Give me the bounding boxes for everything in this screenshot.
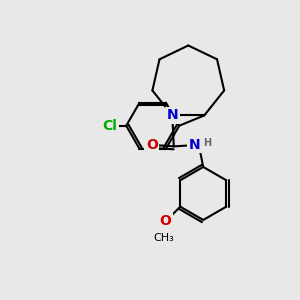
Text: N: N [189,138,200,152]
Text: O: O [146,138,158,152]
Text: Cl: Cl [103,119,118,133]
Text: CH₃: CH₃ [154,232,175,243]
Text: H: H [204,137,212,148]
Text: N: N [167,108,178,122]
Text: O: O [160,214,172,228]
